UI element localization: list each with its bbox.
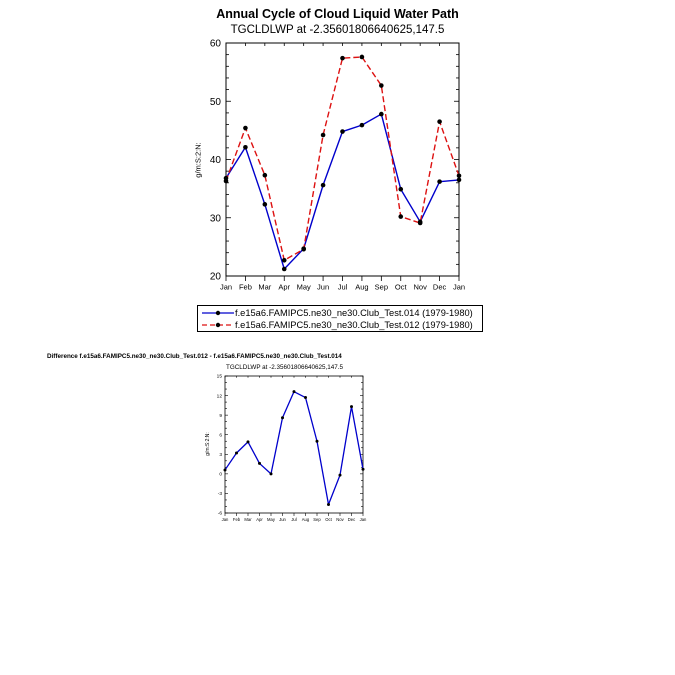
x-tick-label: Jan: [220, 283, 232, 292]
y-tick-label: 30: [210, 213, 222, 224]
data-point-0: [281, 266, 287, 272]
difference-chart-title: Difference f.e15a6.FAMIPC5.ne30_ne30.Clu…: [47, 353, 342, 360]
chart-title: Annual Cycle of Cloud Liquid Water Path: [216, 7, 459, 21]
data-point-0: [398, 186, 404, 192]
data-point-1: [281, 257, 287, 263]
series-line-0: [225, 113, 460, 270]
data-point-0: [320, 182, 326, 188]
data-point-1: [359, 54, 365, 60]
data-point-0: [243, 144, 248, 150]
data-point-0: [359, 122, 365, 128]
data-point-0: [456, 177, 462, 183]
x-tick-label: Oct: [395, 283, 408, 292]
data-point-1: [223, 178, 229, 184]
plot-frame: [225, 42, 460, 277]
legend-label: f.e15a6.FAMIPC5.ne30_ne30.Club_Test.014 …: [235, 308, 473, 318]
legend-swatch-dashed: [202, 322, 234, 328]
y-tick-label: 60: [210, 39, 222, 50]
legend-label: f.e15a6.FAMIPC5.ne30_ne30.Club_Test.012 …: [235, 320, 473, 330]
data-point-1: [398, 214, 404, 219]
y-tick-label: 50: [210, 97, 222, 108]
data-point-1: [437, 119, 442, 124]
x-tick-label: Mar: [258, 283, 271, 292]
difference-chart-subtitle: TGCLDLWP at -2.35601806640625,147.5: [226, 364, 344, 371]
y-tick-label: 40: [210, 155, 222, 166]
x-tick-label: May: [297, 283, 311, 292]
legend-entry-test014: f.e15a6.FAMIPC5.ne30_ne30.Club_Test.014 …: [198, 307, 482, 319]
data-point-1: [340, 55, 345, 61]
data-point-1: [417, 220, 423, 226]
x-tick-label: Dec: [433, 283, 447, 292]
x-tick-label: Apr: [278, 283, 290, 292]
x-tick-label: Jan: [453, 283, 465, 292]
data-point-0: [262, 202, 268, 207]
x-tick-label: Sep: [375, 283, 388, 292]
x-tick-label: Jul: [338, 283, 348, 292]
data-point-1: [262, 172, 268, 178]
data-point-1: [301, 246, 306, 252]
y-tick-label: 20: [210, 272, 222, 283]
legend-swatch-solid: [202, 310, 234, 316]
x-tick-label: Aug: [355, 283, 368, 292]
legend-entry-test012: f.e15a6.FAMIPC5.ne30_ne30.Club_Test.012 …: [198, 319, 482, 331]
x-tick-label: Feb: [239, 283, 252, 292]
x-tick-label: Nov: [413, 283, 427, 292]
chart-subtitle: TGCLDLWP at -2.35601806640625,147.5: [230, 24, 445, 36]
data-point-1: [379, 83, 384, 88]
data-point-0: [379, 111, 384, 117]
data-point-1: [456, 173, 462, 179]
difference-y-axis-label: g/m:S:2:N:: [205, 432, 211, 456]
x-tick-label: Jun: [317, 283, 329, 292]
data-point-0: [437, 179, 442, 184]
data-point-1: [320, 132, 326, 138]
data-point-0: [340, 129, 345, 134]
data-point-1: [243, 125, 248, 131]
legend: f.e15a6.FAMIPC5.ne30_ne30.Club_Test.014 …: [197, 305, 483, 332]
series-line-1: [225, 56, 460, 261]
